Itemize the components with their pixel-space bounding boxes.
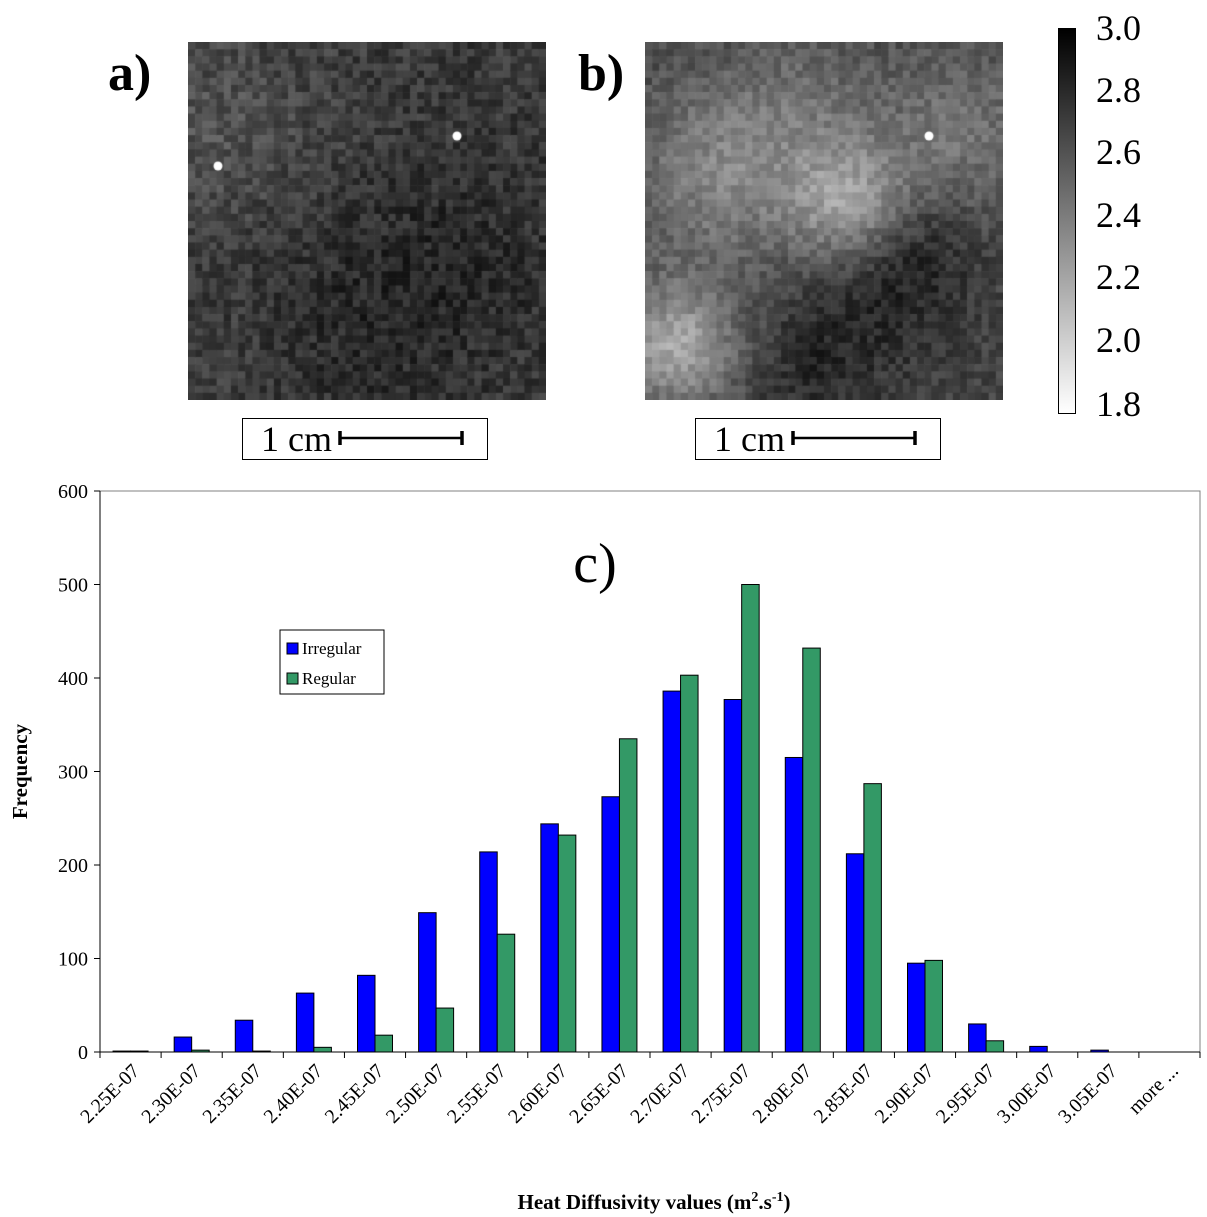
colorbar-tick: 3.0 <box>1096 8 1141 48</box>
legend-label: Regular <box>302 669 356 688</box>
legend-swatch <box>286 642 299 655</box>
x-tick-label: 2.50E-07 <box>382 1060 450 1128</box>
chart-title: c) <box>573 533 617 595</box>
legend: Irregular Regular <box>279 629 385 695</box>
bar-regular <box>496 933 516 1053</box>
bar-regular <box>374 1034 393 1053</box>
x-tick-label: 2.80E-07 <box>749 1060 817 1128</box>
x-tick-label: 3.05E-07 <box>1054 1060 1122 1128</box>
bar-irregular <box>723 699 743 1053</box>
diffusivity-map-b <box>645 42 1003 400</box>
x-axis-label: Heat Diffusivity values (m2.s-1) <box>517 1190 790 1214</box>
bar-irregular <box>1029 1045 1048 1053</box>
bar-regular <box>191 1049 210 1053</box>
colorbar-tick: 2.8 <box>1096 70 1141 110</box>
plot-area <box>99 490 1201 1053</box>
bar-irregular <box>173 1036 193 1053</box>
x-tick-label: 2.65E-07 <box>565 1060 633 1128</box>
bar-irregular <box>112 1050 132 1053</box>
panel-b-label: b) <box>578 45 625 102</box>
bar-irregular <box>968 1023 987 1053</box>
bar-irregular <box>784 756 804 1053</box>
legend-label: Irregular <box>302 639 362 658</box>
legend-swatch <box>286 672 299 685</box>
scale-bar-label: 1 cm <box>261 419 332 459</box>
bar-irregular <box>295 992 315 1053</box>
x-tick-label: 2.25E-07 <box>76 1060 144 1128</box>
bar-regular <box>435 1007 455 1053</box>
bar-irregular <box>1090 1049 1109 1053</box>
colorbar-tick: 2.0 <box>1096 320 1141 360</box>
y-tick-label: 400 <box>58 668 88 690</box>
bar-irregular <box>601 796 620 1053</box>
colorbar-tick: 2.2 <box>1096 257 1141 297</box>
x-tick-label: 2.75E-07 <box>687 1060 755 1128</box>
x-tick-label: 2.70E-07 <box>626 1060 694 1128</box>
bar-irregular <box>540 823 559 1053</box>
scale-bar-a: 1 cm <box>242 418 488 460</box>
bar-irregular <box>418 912 437 1053</box>
bar-irregular <box>907 962 926 1053</box>
bar-regular <box>252 1050 271 1053</box>
colorbar <box>1058 28 1076 414</box>
bar-irregular <box>845 853 865 1053</box>
x-tick-label: 2.40E-07 <box>260 1060 328 1128</box>
bar-regular <box>680 674 699 1053</box>
bar-regular <box>863 783 882 1053</box>
y-tick-label: 200 <box>58 855 88 877</box>
bar-regular <box>802 647 821 1053</box>
bar-irregular <box>234 1019 254 1053</box>
x-tick-label: 2.60E-07 <box>504 1060 572 1128</box>
bar-regular <box>313 1046 332 1053</box>
bar-irregular <box>357 974 376 1053</box>
bar-regular <box>557 834 577 1053</box>
scale-bar-b: 1 cm <box>695 418 941 460</box>
x-tick-label: 2.55E-07 <box>443 1060 511 1128</box>
colorbar-tick: 1.8 <box>1096 384 1141 424</box>
colorbar-tick: 2.4 <box>1096 195 1141 235</box>
scale-bar-label: 1 cm <box>714 419 785 459</box>
x-tick-label: 2.85E-07 <box>810 1060 878 1128</box>
y-axis-label: Frequency <box>8 723 32 819</box>
x-tick-label: 2.90E-07 <box>871 1060 939 1128</box>
y-tick-label: 300 <box>58 762 88 784</box>
y-tick-label: 0 <box>78 1042 88 1064</box>
y-tick-label: 500 <box>58 575 88 597</box>
x-tick-label: 2.95E-07 <box>932 1060 1000 1128</box>
panel-a-label: a) <box>108 45 152 102</box>
bar-regular <box>130 1050 149 1053</box>
bar-irregular <box>479 851 498 1053</box>
y-tick-label: 600 <box>58 481 88 503</box>
x-tick-label: more ... <box>1124 1060 1183 1119</box>
x-tick-label: 3.00E-07 <box>993 1060 1061 1128</box>
y-tick-label: 100 <box>58 949 88 971</box>
scale-bar-line <box>338 431 464 445</box>
bar-regular <box>924 959 943 1053</box>
bar-regular <box>741 584 760 1053</box>
colorbar-tick: 2.6 <box>1096 132 1141 172</box>
x-tick-label: 2.30E-07 <box>137 1060 205 1128</box>
bar-regular <box>618 738 638 1053</box>
x-tick-label: 2.45E-07 <box>321 1060 389 1128</box>
histogram-chart: 0 100 200 300 400 500 600 2.25E-072.30E-072.35E… <box>8 481 1201 1214</box>
bar-irregular <box>662 690 682 1053</box>
diffusivity-map-a <box>188 42 546 400</box>
scale-bar-line <box>791 431 917 445</box>
bar-regular <box>985 1040 1005 1053</box>
x-tick-label: 2.35E-07 <box>199 1060 267 1128</box>
